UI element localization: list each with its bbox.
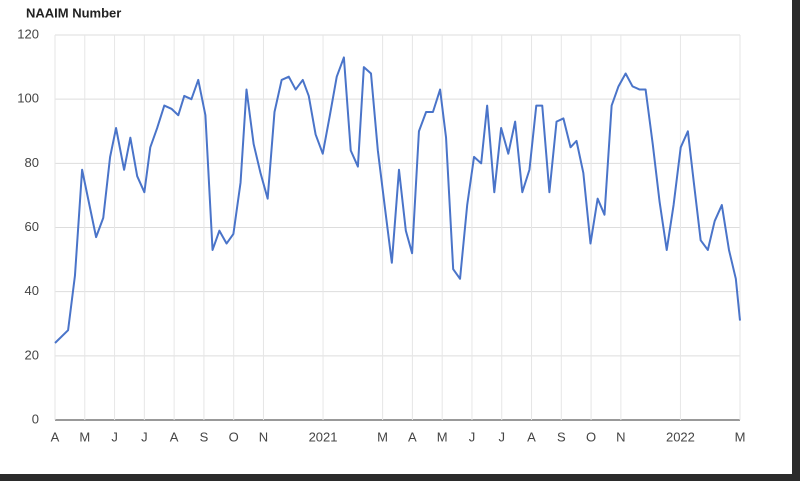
x-tick-label: J	[141, 429, 148, 444]
y-tick-label: 0	[32, 411, 39, 426]
background	[0, 0, 792, 474]
y-tick-label: 60	[25, 219, 39, 234]
x-tick-label: 2021	[309, 429, 338, 444]
y-tick-label: 120	[17, 26, 39, 41]
x-tick-label: A	[408, 429, 417, 444]
x-tick-label: J	[469, 429, 476, 444]
data-line	[54, 56, 741, 344]
chart: NAAIM Number 0 20 40 60 80 100 120 A M J J A S O N 2021…	[0, 0, 792, 474]
x-tick-label: J	[498, 429, 505, 444]
x-tick-label: O	[229, 429, 239, 444]
x-tick-label: A	[170, 429, 179, 444]
x-tick-label: A	[51, 429, 60, 444]
y-tick-label: 40	[25, 283, 39, 298]
x-tick-label: N	[259, 429, 268, 444]
x-tick-label: M	[735, 429, 746, 444]
y-tick-label: 20	[25, 347, 39, 362]
x-tick-label: S	[557, 429, 566, 444]
y-tick-label: 100	[17, 91, 39, 106]
x-tick-label: N	[616, 429, 625, 444]
x-tick-label: 2022	[666, 429, 695, 444]
chart-title: NAAIM Number	[26, 5, 121, 20]
x-tick-label: J	[111, 429, 118, 444]
x-tick-label: M	[437, 429, 448, 444]
x-tick-label: M	[377, 429, 388, 444]
x-tick-label: O	[586, 429, 596, 444]
x-tick-label: M	[79, 429, 90, 444]
x-tick-label: S	[200, 429, 209, 444]
y-tick-label: 80	[25, 155, 39, 170]
x-tick-label: A	[527, 429, 536, 444]
